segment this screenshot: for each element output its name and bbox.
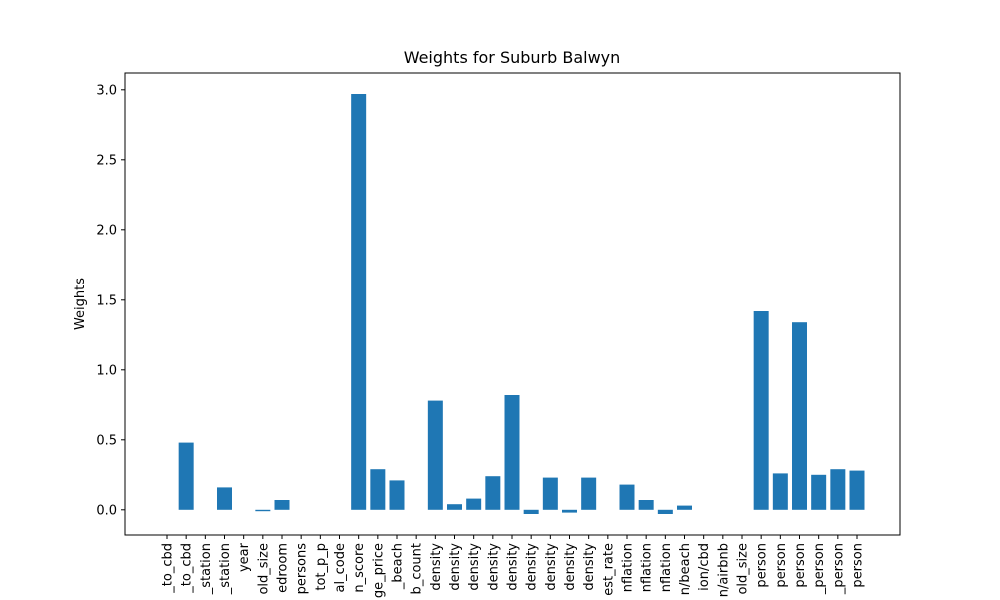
- x-tick-label: _person: [812, 543, 827, 595]
- x-tick-label: _person: [831, 543, 846, 595]
- x-tick-label: density: [467, 543, 482, 591]
- x-tick-label: density: [486, 543, 501, 591]
- x-tick-label: b_count: [410, 543, 425, 594]
- bar: [370, 469, 386, 510]
- x-tick-label: person: [793, 543, 808, 588]
- x-tick-label: est_rate: [601, 543, 616, 596]
- x-tick-label: density: [429, 543, 444, 591]
- x-tick-label: density: [448, 543, 463, 591]
- x-tick-label: ion/cbd: [697, 543, 712, 591]
- bar: [274, 500, 290, 510]
- bar: [830, 469, 846, 510]
- x-tick-label: n_score: [352, 543, 367, 593]
- x-axis-ticks: _to_cbd _to_cbd _station _station year old_si…: [161, 535, 866, 598]
- x-tick-label: persons: [295, 543, 310, 595]
- y-tick-label: 3.0: [96, 83, 117, 98]
- bar: [677, 505, 692, 510]
- x-tick-label: n/airbnb: [716, 543, 731, 597]
- x-tick-label: nflation: [621, 543, 636, 592]
- bar: [581, 477, 597, 510]
- plot-frame: [124, 72, 901, 536]
- bar: [504, 395, 520, 510]
- bar: [485, 476, 501, 510]
- bar: [542, 477, 558, 510]
- x-tick-label: n/beach: [678, 543, 693, 595]
- x-tick-label: density: [544, 543, 559, 591]
- bar: [523, 509, 539, 514]
- x-tick-label: old_size: [256, 543, 271, 595]
- x-tick-label: tot_p_p: [314, 543, 329, 591]
- x-tick-label: al_code: [333, 543, 348, 592]
- bar: [255, 509, 271, 512]
- bar: [657, 509, 673, 514]
- x-tick-label: density: [582, 543, 597, 591]
- x-tick-label: _station: [199, 543, 214, 595]
- bar: [619, 484, 635, 510]
- x-tick-label: year: [237, 542, 252, 572]
- bars: [178, 94, 865, 514]
- x-tick-label: _to_cbd: [180, 543, 195, 594]
- chart-title: Weights for Suburb Balwyn: [404, 48, 621, 67]
- x-tick-label: person: [755, 543, 770, 588]
- bar: [638, 500, 654, 510]
- bar: [447, 504, 462, 510]
- x-tick-label: _to_cbd: [161, 543, 176, 594]
- x-tick-label: ge_price: [371, 543, 386, 598]
- y-tick-label: 1.5: [96, 293, 117, 308]
- bar: [753, 311, 769, 510]
- y-axis-label: Weights: [73, 278, 88, 330]
- bar: [792, 322, 807, 510]
- bar: [427, 400, 443, 510]
- x-tick-label: person: [774, 543, 789, 588]
- x-tick-label: old_size: [736, 543, 751, 595]
- x-tick-label: nflation: [659, 543, 674, 592]
- y-tick-label: 2.5: [96, 153, 117, 168]
- x-tick-label: _station: [218, 543, 233, 595]
- bar: [811, 474, 827, 510]
- bar: [772, 473, 788, 510]
- bar: [389, 480, 405, 510]
- y-tick-label: 2.0: [96, 223, 117, 238]
- x-tick-label: nflation: [640, 543, 655, 592]
- y-tick-label: 1.0: [96, 363, 117, 378]
- bar: [351, 94, 367, 510]
- bar: [849, 470, 865, 510]
- y-tick-label: 0.0: [96, 503, 117, 518]
- x-tick-label: density: [563, 543, 578, 591]
- bar: [178, 442, 194, 510]
- x-tick-label: density: [506, 543, 521, 591]
- x-tick-label: density: [525, 543, 540, 591]
- x-tick-label: person: [851, 543, 866, 588]
- y-axis-ticks: 0.0 0.5 1.0 1.5 2.0 2.5 3.0: [96, 83, 125, 518]
- y-tick-label: 0.5: [96, 433, 117, 448]
- bar: [217, 487, 232, 510]
- x-tick-label: _beach: [391, 543, 406, 590]
- bar: [466, 498, 482, 510]
- bar: [562, 509, 577, 513]
- x-tick-label: edroom: [276, 543, 291, 593]
